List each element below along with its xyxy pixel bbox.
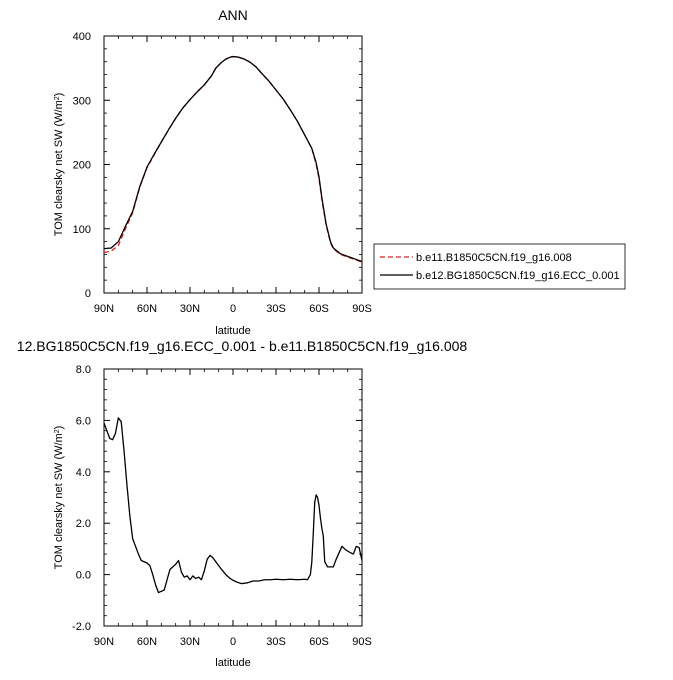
x-tick-label: 0	[230, 636, 236, 648]
x-tick-label: 90N	[94, 636, 114, 648]
bottom-y-axis-label: TOM clearsky net SW (W/m2)	[53, 426, 65, 570]
x-tick-label: 30S	[266, 636, 286, 648]
series-line-1	[103, 55, 363, 263]
x-tick-label: 90S	[352, 303, 372, 315]
bottom-y-axis-label-main: TOM clearsky net SW (W/m	[53, 433, 65, 569]
series-line-0	[103, 417, 363, 594]
bottom-y-axis-label-tail: )	[53, 426, 65, 430]
y-tick-label: 100	[73, 224, 91, 236]
x-tick-label: 60N	[137, 303, 157, 315]
y-tick-label: 8.0	[76, 364, 91, 376]
x-tick-label: 60S	[309, 636, 329, 648]
bottom-x-axis-label: latitude	[215, 657, 250, 669]
y-tick-label: 0.0	[76, 570, 91, 582]
bottom-plot-area: 90N 60N 30N 0 30S 60S 90S -2.0 0.0 2.0 4.0 6.0 8.0	[72, 364, 372, 648]
top-y-axis-label-main: TOM clearsky net SW (W/m	[53, 100, 65, 236]
bottom-chart-title: 12.BG1850C5CN.f19_g16.ECC_0.001 - b.e11.…	[17, 338, 468, 354]
x-tick-label: 30N	[180, 636, 200, 648]
top-chart-title: ANN	[218, 7, 248, 23]
y-tick-label: 200	[73, 160, 91, 172]
y-tick-label: 400	[73, 31, 91, 43]
y-tick-label: -2.0	[72, 621, 91, 633]
x-tick-label: 60N	[137, 636, 157, 648]
series-line-0	[103, 55, 363, 263]
x-tick-label: 90N	[94, 303, 114, 315]
y-tick-label: 0	[85, 288, 91, 300]
bottom-panel: 12.BG1850C5CN.f19_g16.ECC_0.001 - b.e11.…	[17, 338, 468, 669]
top-plot-area: 90N 60N 30N 0 30S 60S 90S 0 100 200 300 400	[73, 31, 372, 315]
y-tick-label: 2.0	[76, 518, 91, 530]
y-tick-label: 6.0	[76, 415, 91, 427]
plot-frame	[103, 368, 363, 627]
y-tick-label: 4.0	[76, 467, 91, 479]
top-y-axis-label-superscript: 2	[54, 96, 61, 100]
legend-entry-1: b.e12.BG1850C5CN.f19_g16.ECC_0.001	[416, 270, 620, 282]
legend-entry-0: b.e11.B1850C5CN.f19_g16.008	[416, 252, 572, 264]
legend: b.e11.B1850C5CN.f19_g16.008 b.e12.BG1850…	[373, 243, 626, 290]
legend-box	[373, 243, 626, 290]
top-y-axis-label-tail: )	[53, 93, 65, 97]
top-x-axis-label: latitude	[215, 325, 250, 337]
top-y-axis-label: TOM clearsky net SW (W/m2)	[53, 93, 65, 237]
x-tick-label: 30S	[266, 303, 286, 315]
x-tick-label: 0	[230, 303, 236, 315]
x-tick-label: 90S	[352, 636, 372, 648]
top-panel: ANN 90N 60N 30N 0 30S 60S 90S 0 100 200 300 400 lat…	[53, 7, 372, 337]
y-tick-label: 300	[73, 95, 91, 107]
x-tick-label: 60S	[309, 303, 329, 315]
bottom-y-axis-label-superscript: 2	[54, 429, 61, 433]
plot-frame	[103, 35, 363, 294]
x-tick-label: 30N	[180, 303, 200, 315]
